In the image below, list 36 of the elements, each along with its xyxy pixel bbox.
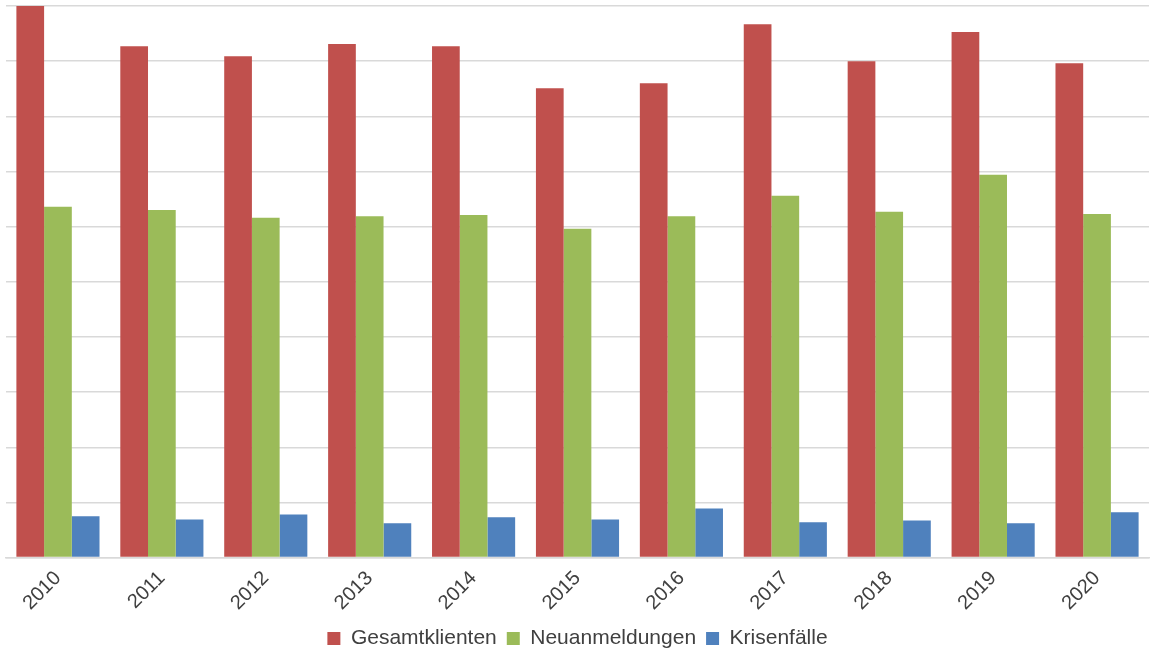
bar — [1083, 213, 1111, 557]
bar — [591, 519, 620, 557]
bar — [695, 508, 723, 557]
bar — [120, 46, 149, 557]
bar — [71, 516, 100, 557]
bar — [951, 31, 980, 557]
legend-label: Krisenfälle — [729, 625, 828, 649]
legend-label: Neuanmeldungen — [530, 625, 697, 649]
bar — [175, 519, 204, 557]
bar — [383, 523, 412, 557]
bar — [328, 44, 356, 557]
bar — [875, 211, 904, 557]
bar — [535, 88, 564, 557]
bar — [1110, 512, 1139, 557]
bar — [639, 83, 668, 557]
bar — [667, 216, 696, 557]
bar — [1055, 63, 1084, 557]
bar — [979, 174, 1007, 557]
bar — [771, 195, 800, 557]
bar — [148, 210, 176, 557]
bar — [799, 522, 827, 557]
bar — [224, 56, 252, 557]
bar — [743, 24, 772, 557]
bar — [847, 61, 876, 557]
bar — [251, 217, 280, 557]
bar — [279, 514, 308, 557]
legend-label: Gesamtklienten — [350, 625, 497, 649]
bar — [1006, 523, 1035, 557]
bar — [563, 228, 592, 557]
bar — [459, 215, 488, 557]
bar — [432, 46, 460, 557]
bar — [903, 520, 931, 557]
bar — [16, 6, 45, 557]
bar — [487, 517, 516, 557]
bar — [44, 206, 72, 557]
bar — [355, 216, 384, 557]
